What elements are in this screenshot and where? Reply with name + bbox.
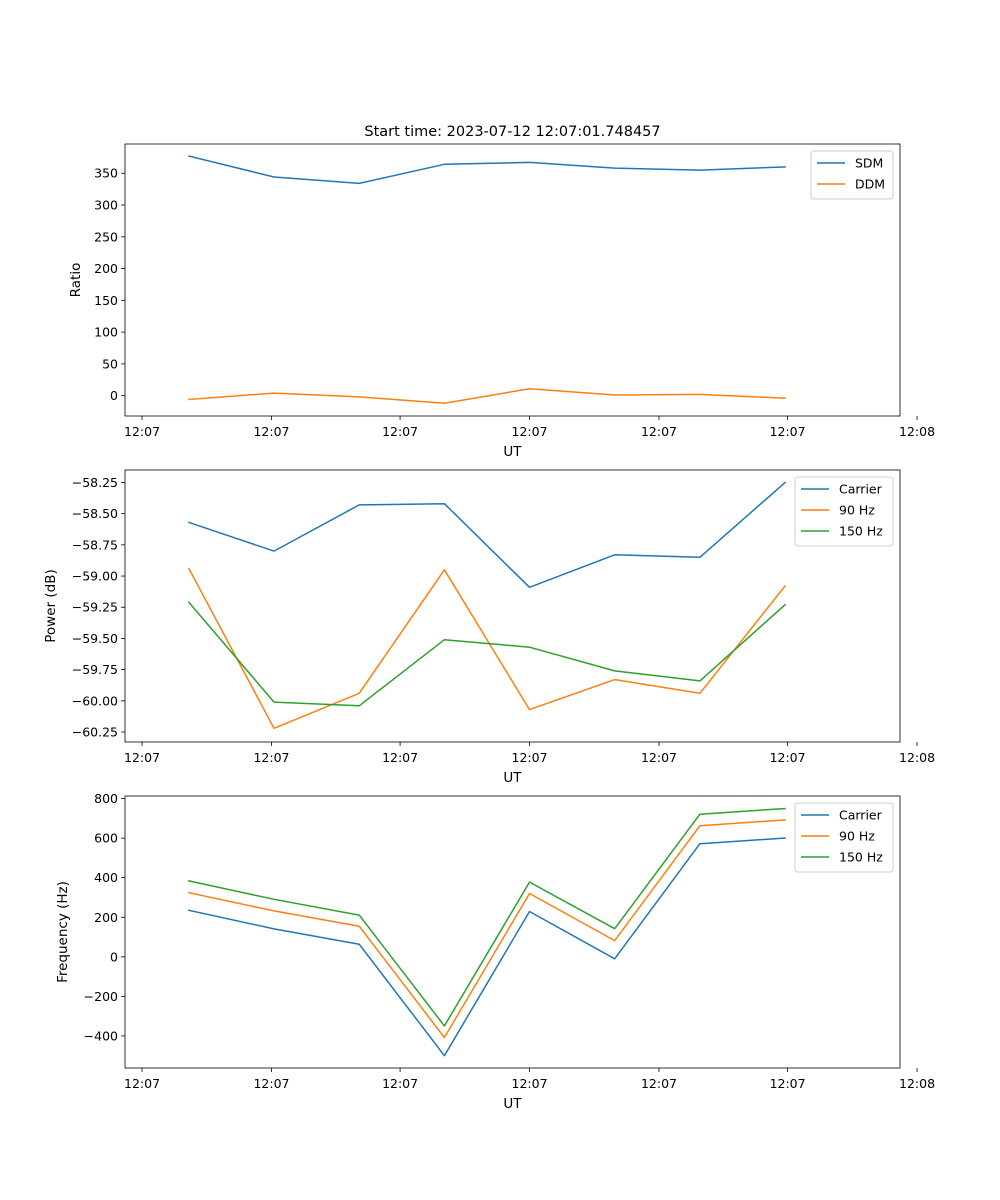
ratio-x-axis-label: UT xyxy=(503,444,522,460)
ratio-y-tick-label: 0 xyxy=(110,388,118,403)
power-y-tick-label: −58.50 xyxy=(72,506,118,521)
power-panel: UT Power (dB) −60.25 −60.00 −59.75 −59.50 −5… xyxy=(43,469,935,786)
frequency-legend: Carrier 90 Hz 150 Hz xyxy=(794,802,894,873)
power-legend: Carrier 90 Hz 150 Hz xyxy=(794,476,894,547)
frequency-y-tick-label: 400 xyxy=(94,870,118,885)
frequency-y-tick-label: −200 xyxy=(84,989,118,1004)
ratio-x-tick-label: 12:07 xyxy=(641,424,677,439)
power-y-tick-label: −59.00 xyxy=(72,569,118,584)
ratio-panel: Start time: 2023-07-12 12:07:01.748457 U… xyxy=(68,124,935,460)
ratio-y-tick-label: 150 xyxy=(94,293,118,308)
ratio-series-line-ddm xyxy=(188,387,786,405)
ratio-y-tick-label: 300 xyxy=(94,198,118,213)
frequency-x-tick-label: 12:07 xyxy=(124,1076,160,1091)
frequency-series-line-90-hz xyxy=(188,819,786,1039)
power-x-tick-label: 12:07 xyxy=(641,750,677,765)
ratio-plot-area xyxy=(187,155,786,405)
frequency-x-tick-label: 12:07 xyxy=(641,1076,677,1091)
ratio-legend-label-ddm: DDM xyxy=(855,177,885,192)
power-x-tick-label: 12:07 xyxy=(770,750,806,765)
power-x-tick-label: 12:08 xyxy=(899,750,935,765)
power-y-tick-label: −60.25 xyxy=(72,725,118,740)
ratio-y-tick-label: 350 xyxy=(94,166,118,181)
frequency-y-tick-label: 600 xyxy=(94,831,118,846)
frequency-x-tick-label: 12:08 xyxy=(899,1076,935,1091)
ratio-x-tick-label: 12:07 xyxy=(512,424,548,439)
power-x-tick-label: 12:07 xyxy=(512,750,548,765)
ratio-y-axis-label: Ratio xyxy=(68,263,84,298)
frequency-legend-label-90-hz: 90 Hz xyxy=(839,829,875,844)
frequency-axes-frame xyxy=(124,795,901,1069)
power-y-tick-label: −59.50 xyxy=(72,631,118,646)
frequency-y-tick-label: −400 xyxy=(84,1028,118,1043)
power-y-tick-label: −59.75 xyxy=(72,662,118,677)
power-x-tick-label: 12:07 xyxy=(253,750,289,765)
ratio-legend-label-sdm: SDM xyxy=(855,156,883,171)
power-legend-label-carrier: Carrier xyxy=(839,482,883,497)
ratio-series-line-sdm xyxy=(187,155,786,185)
ratio-x-tick-label: 12:08 xyxy=(899,424,935,439)
frequency-plot-area xyxy=(188,807,786,1057)
power-legend-label-90-hz: 90 Hz xyxy=(839,503,875,518)
power-series-line-150-hz xyxy=(187,601,787,707)
power-x-tick-label: 12:07 xyxy=(382,750,418,765)
frequency-y-tick-label: 800 xyxy=(94,791,118,806)
frequency-series-line-150-hz xyxy=(188,807,786,1027)
ratio-y-tick-label: 200 xyxy=(94,261,118,276)
power-legend-label-150-hz: 150 Hz xyxy=(839,524,883,539)
power-y-tick-label: −58.75 xyxy=(72,537,118,552)
frequency-y-axis-label: Frequency (Hz) xyxy=(55,881,71,983)
ratio-x-tick-label: 12:07 xyxy=(124,424,160,439)
power-y-tick-label: −60.00 xyxy=(72,693,118,708)
ratio-axes-frame xyxy=(124,143,901,417)
frequency-x-tick-label: 12:07 xyxy=(512,1076,548,1091)
frequency-x-tick-label: 12:07 xyxy=(253,1076,289,1091)
frequency-panel: UT Frequency (Hz) −400 −200 0 200 400 600 800 1… xyxy=(55,791,935,1112)
power-x-tick-label: 12:07 xyxy=(124,750,160,765)
frequency-legend-label-150-hz: 150 Hz xyxy=(839,850,883,865)
ratio-x-tick-label: 12:07 xyxy=(382,424,418,439)
frequency-x-axis-label: UT xyxy=(503,1096,522,1112)
ratio-y-tick-label: 50 xyxy=(102,356,118,371)
frequency-legend-frame xyxy=(794,802,894,873)
frequency-series-line-carrier xyxy=(188,837,786,1057)
power-y-tick-label: −58.25 xyxy=(72,475,118,490)
power-axes-frame xyxy=(124,469,901,743)
chart-title: Start time: 2023-07-12 12:07:01.748457 xyxy=(364,124,660,140)
power-y-axis-label: Power (dB) xyxy=(43,569,59,642)
frequency-x-tick-label: 12:07 xyxy=(382,1076,418,1091)
frequency-y-tick-label: 0 xyxy=(110,949,118,964)
power-x-axis-label: UT xyxy=(503,770,522,786)
ratio-x-tick-label: 12:07 xyxy=(253,424,289,439)
ratio-x-tick-label: 12:07 xyxy=(770,424,806,439)
ratio-y-tick-label: 100 xyxy=(94,325,118,340)
power-series-line-90-hz xyxy=(187,567,787,730)
frequency-legend-label-carrier: Carrier xyxy=(839,808,883,823)
power-plot-area xyxy=(187,481,787,730)
ratio-legend: SDM DDM xyxy=(810,150,894,200)
power-y-tick-label: −59.25 xyxy=(72,600,118,615)
frequency-x-tick-label: 12:07 xyxy=(770,1076,806,1091)
power-legend-frame xyxy=(794,476,894,547)
frequency-y-tick-label: 200 xyxy=(94,910,118,925)
ratio-y-tick-label: 250 xyxy=(94,229,118,244)
power-series-line-carrier xyxy=(187,481,787,589)
